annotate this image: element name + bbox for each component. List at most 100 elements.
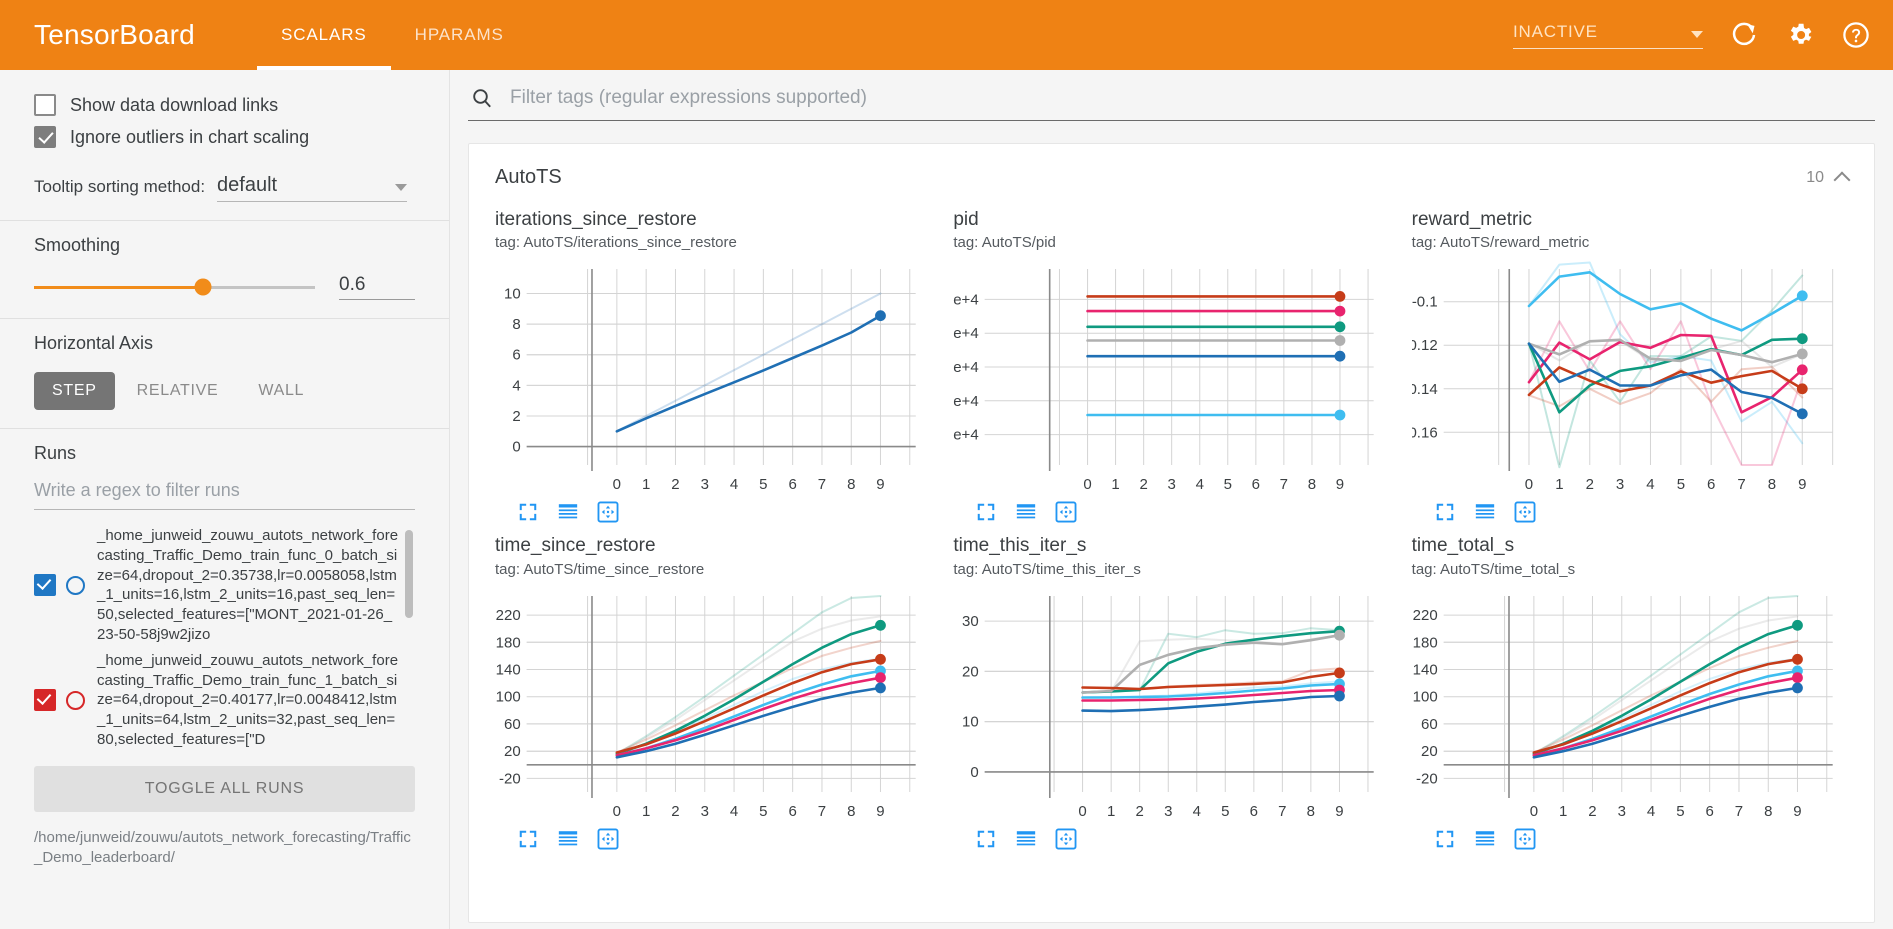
svg-text:8: 8 [1307, 803, 1315, 820]
show-download-links-checkbox[interactable] [34, 94, 56, 116]
axis-btn-wall[interactable]: WALL [258, 382, 305, 399]
sidebar: Show data download links Ignore outliers… [0, 70, 450, 929]
chart-plot[interactable]: -20 20 60 100 140 180 220 0 1 2 3 4 5 6 7 8 9 [1412, 588, 1848, 826]
tooltip-sorting-dropdown[interactable]: default [217, 174, 408, 202]
svg-text:1: 1 [1559, 803, 1567, 820]
svg-text:7: 7 [1734, 803, 1742, 820]
run-status-dropdown[interactable]: INACTIVE [1513, 22, 1703, 49]
smoothing-value[interactable]: 0.6 [339, 274, 415, 300]
svg-text:5: 5 [1676, 803, 1684, 820]
svg-text:1: 1 [642, 476, 650, 493]
ignore-outliers-checkbox-row[interactable]: Ignore outliers in chart scaling [34, 126, 415, 148]
data-table-icon[interactable] [1015, 501, 1037, 523]
svg-text:-20: -20 [499, 770, 521, 787]
chart-card-time_total_s: time_total_s tag: AutoTS/time_total_s -2… [1404, 531, 1856, 857]
chevron-down-icon [1691, 30, 1703, 38]
svg-text:1: 1 [1555, 476, 1563, 493]
chevron-down-icon [395, 184, 408, 191]
expand-icon[interactable] [975, 501, 997, 523]
svg-text:5: 5 [1676, 476, 1684, 493]
svg-text:2: 2 [512, 408, 520, 425]
chart-toolbar [1412, 501, 1848, 523]
smoothing-slider[interactable] [34, 278, 315, 296]
tag-filter-input[interactable] [508, 86, 1873, 110]
tag-group-title: AutoTS [495, 166, 562, 188]
svg-text:5: 5 [1221, 803, 1229, 820]
chart-title: iterations_since_restore [495, 209, 697, 230]
data-table-icon[interactable] [1474, 828, 1496, 850]
horizontal-axis-section: Horizontal Axis STEP RELATIVE WALL [0, 319, 449, 428]
chart-plot[interactable]: 0 2 4 6 8 10 0 1 2 3 4 5 6 7 8 9 [495, 261, 931, 499]
expand-icon[interactable] [975, 828, 997, 850]
chart-plot[interactable]: -20 20 60 100 140 180 220 0 1 2 3 4 5 6 7 8 9 [495, 588, 931, 826]
svg-text:6: 6 [788, 476, 796, 493]
help-icon[interactable] [1841, 20, 1871, 50]
run-checkbox[interactable] [34, 689, 56, 712]
svg-text:8: 8 [1767, 476, 1775, 493]
tag-group-header[interactable]: AutoTS 10 [469, 144, 1874, 205]
axis-btn-step[interactable]: STEP [34, 372, 115, 410]
run-checkbox[interactable] [34, 574, 56, 597]
svg-text:140: 140 [1412, 661, 1437, 678]
chart-toolbar [1412, 828, 1848, 850]
refresh-icon[interactable] [1729, 20, 1759, 50]
chevron-up-icon[interactable] [1833, 171, 1851, 189]
run-label: _home_junweid_zouwu_autots_network_forec… [97, 527, 399, 643]
ignore-outliers-checkbox[interactable] [34, 126, 56, 148]
smoothing-slider-thumb[interactable] [194, 278, 212, 296]
svg-text:2.467e+4: 2.467e+4 [953, 326, 979, 343]
tooltip-sorting-value: default [217, 174, 278, 196]
tab-hparams[interactable]: HPARAMS [414, 25, 504, 44]
sidebar-options-section: Show data download links Ignore outliers… [0, 70, 449, 220]
run-color-dot[interactable] [66, 690, 85, 710]
svg-text:1: 1 [1107, 803, 1115, 820]
expand-icon[interactable] [1434, 501, 1456, 523]
chart-plot[interactable]: -0.1 -0.12 -0.14 -0.16 0 1 2 3 4 5 6 7 8 9 [1412, 261, 1848, 499]
data-table-icon[interactable] [1474, 501, 1496, 523]
svg-text:4: 4 [730, 476, 738, 493]
expand-icon[interactable] [517, 501, 539, 523]
svg-text:2: 2 [1588, 803, 1596, 820]
data-table-icon[interactable] [1015, 828, 1037, 850]
data-table-icon[interactable] [557, 828, 579, 850]
smoothing-title: Smoothing [34, 235, 121, 255]
tab-scalars[interactable]: SCALARS [256, 0, 391, 70]
run-color-dot[interactable] [66, 575, 85, 595]
svg-text:7: 7 [1279, 803, 1287, 820]
app-header: TensorBoard SCALARS HPARAMS INACTIVE [0, 0, 1893, 70]
runs-list-scrollbar[interactable] [405, 530, 413, 618]
expand-icon[interactable] [1434, 828, 1456, 850]
fit-domain-icon[interactable] [597, 501, 619, 523]
chart-plot[interactable]: 0 10 20 30 0 1 2 3 4 5 6 7 8 9 [953, 588, 1389, 826]
svg-text:7: 7 [1737, 476, 1745, 493]
svg-text:3: 3 [701, 476, 709, 493]
runs-filter-input[interactable] [34, 478, 415, 510]
fit-domain-icon[interactable] [1514, 828, 1536, 850]
expand-icon[interactable] [517, 828, 539, 850]
chart-toolbar [495, 501, 931, 523]
svg-text:20: 20 [1421, 743, 1438, 760]
run-list-item[interactable]: _home_junweid_zouwu_autots_network_forec… [34, 651, 399, 750]
chart-tag: tag: AutoTS/time_total_s [1411, 560, 1576, 578]
main-nav-tabs: SCALARS HPARAMS [256, 0, 528, 70]
runs-list[interactable]: _home_junweid_zouwu_autots_network_forec… [34, 526, 415, 756]
fit-domain-icon[interactable] [1055, 828, 1077, 850]
svg-text:60: 60 [504, 716, 521, 733]
axis-btn-relative[interactable]: RELATIVE [136, 382, 219, 399]
show-download-links-checkbox-row[interactable]: Show data download links [34, 94, 415, 116]
fit-domain-icon[interactable] [597, 828, 619, 850]
chart-plot[interactable]: 2.467e+4 2.467e+4 2.467e+4 2.466e+4 2.466e+4… [953, 261, 1389, 499]
svg-text:2.466e+4: 2.466e+4 [953, 427, 979, 444]
data-table-icon[interactable] [557, 501, 579, 523]
toggle-all-runs-button[interactable]: TOGGLE ALL RUNS [34, 765, 415, 812]
svg-text:8: 8 [512, 317, 520, 334]
fit-domain-icon[interactable] [1055, 501, 1077, 523]
svg-text:0: 0 [1084, 476, 1092, 493]
svg-text:20: 20 [504, 743, 521, 760]
horizontal-axis-buttons: STEP RELATIVE WALL [34, 372, 415, 410]
svg-text:30: 30 [962, 613, 979, 630]
fit-domain-icon[interactable] [1514, 501, 1536, 523]
gear-icon[interactable] [1785, 20, 1815, 50]
run-list-item[interactable]: _home_junweid_zouwu_autots_network_forec… [34, 526, 399, 645]
svg-text:2.466e+4: 2.466e+4 [953, 393, 979, 410]
